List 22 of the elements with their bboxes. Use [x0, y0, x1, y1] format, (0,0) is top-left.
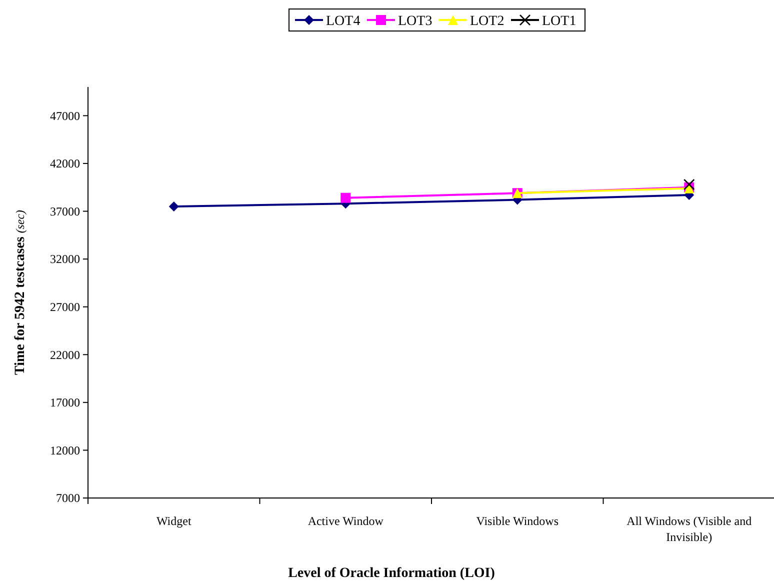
legend-label: LOT4: [326, 14, 360, 29]
x-tick-label: Widget: [156, 514, 192, 528]
point: [168, 201, 179, 212]
y-tick-label: 12000: [50, 443, 80, 458]
legend-label: LOT3: [398, 14, 432, 29]
y-tick-label: 37000: [50, 204, 80, 218]
y-tick-label: 22000: [50, 348, 80, 362]
y-tick-label: 42000: [50, 156, 80, 171]
legend-label: LOT1: [542, 14, 576, 29]
y-axis-title: Time for 5942 testcases (sec): [13, 210, 28, 375]
x-tick-label: Active Window: [308, 514, 384, 528]
y-tick-label: 32000: [50, 252, 80, 266]
x-axis-title: Level of Oracle Information (LOI): [288, 566, 496, 581]
point: [340, 192, 351, 203]
y-tick-label: 47000: [50, 108, 80, 123]
y-tick-label: 27000: [50, 300, 80, 314]
y-tick-label: 7000: [56, 491, 80, 506]
x-tick-label: Visible Windows: [476, 514, 559, 528]
legend-label: LOT2: [470, 14, 504, 29]
point: [683, 178, 695, 190]
y-tick-label: 17000: [50, 396, 80, 410]
x-tick-label: All Windows (Visible and Invisible): [626, 514, 752, 544]
